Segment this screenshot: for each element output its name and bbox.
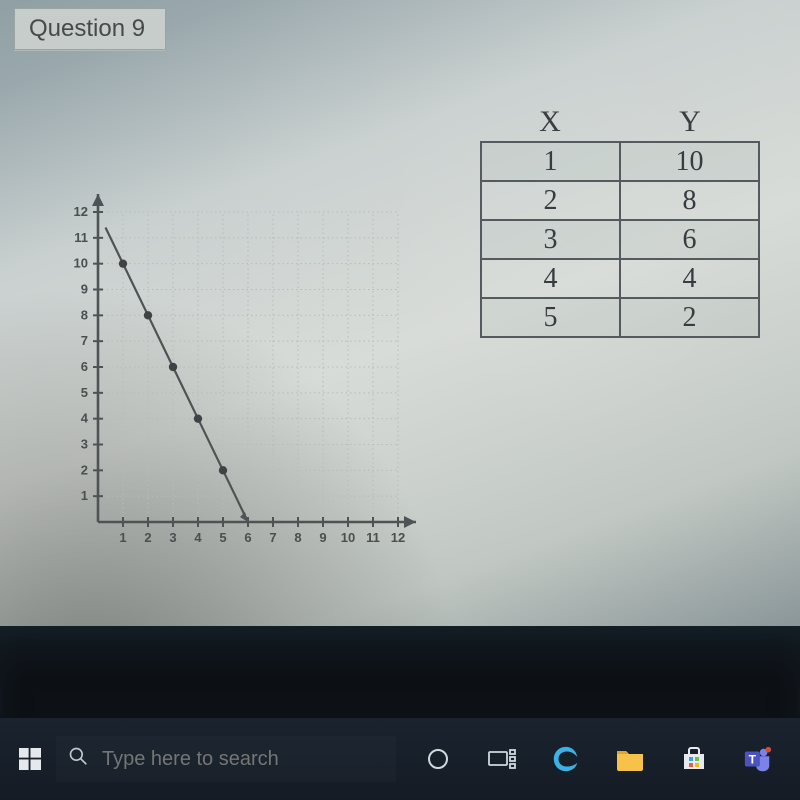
table-cell: 3 <box>482 221 621 258</box>
table-cell: 5 <box>482 299 621 336</box>
svg-text:10: 10 <box>74 256 88 271</box>
taskbar: T <box>0 718 800 800</box>
table-row: 110 <box>482 143 758 182</box>
svg-text:12: 12 <box>391 530 405 545</box>
search-input[interactable] <box>102 748 396 771</box>
folder-icon <box>615 746 645 772</box>
cortana-button[interactable] <box>406 718 470 800</box>
svg-text:12: 12 <box>74 204 88 219</box>
svg-text:T: T <box>749 753 757 767</box>
start-button[interactable] <box>8 737 52 781</box>
svg-text:11: 11 <box>366 530 380 545</box>
table-cell: 6 <box>621 221 758 258</box>
svg-text:8: 8 <box>81 307 88 322</box>
xy-line-chart: 123456789101112123456789101112 <box>50 170 440 570</box>
svg-text:2: 2 <box>81 462 88 477</box>
task-view-icon <box>487 747 517 771</box>
svg-text:10: 10 <box>341 530 355 545</box>
table-row: 36 <box>482 221 758 260</box>
svg-text:8: 8 <box>294 530 301 545</box>
edge-icon <box>551 744 581 774</box>
cortana-icon <box>426 747 450 771</box>
microsoft-store-button[interactable] <box>662 718 726 800</box>
svg-text:7: 7 <box>269 530 276 545</box>
table-row: 28 <box>482 182 758 221</box>
svg-text:9: 9 <box>319 530 326 545</box>
svg-text:6: 6 <box>244 530 251 545</box>
svg-text:11: 11 <box>74 230 88 245</box>
svg-text:4: 4 <box>81 411 89 426</box>
search-icon <box>68 746 88 772</box>
teams-button[interactable]: T <box>726 718 790 800</box>
table-cell: 8 <box>621 182 758 219</box>
svg-text:5: 5 <box>81 385 88 400</box>
table-row: 52 <box>482 299 758 338</box>
svg-text:7: 7 <box>81 333 88 348</box>
svg-text:9: 9 <box>81 282 88 297</box>
table-header-x: X <box>480 105 620 141</box>
xy-table: X Y 11028364452 <box>480 105 760 338</box>
teams-icon: T <box>743 744 773 774</box>
table-cell: 10 <box>621 143 758 180</box>
edge-button[interactable] <box>534 718 598 800</box>
store-icon <box>680 745 708 773</box>
table-cell: 2 <box>482 182 621 219</box>
table-row: 44 <box>482 260 758 299</box>
svg-text:3: 3 <box>169 530 176 545</box>
table-cell: 4 <box>482 260 621 297</box>
file-explorer-button[interactable] <box>598 718 662 800</box>
svg-text:1: 1 <box>119 530 126 545</box>
svg-text:1: 1 <box>81 488 88 503</box>
svg-text:6: 6 <box>81 359 88 374</box>
taskbar-pinned-apps: T <box>406 718 790 800</box>
table-cell: 2 <box>621 299 758 336</box>
task-view-button[interactable] <box>470 718 534 800</box>
table-cell: 1 <box>482 143 621 180</box>
svg-text:4: 4 <box>194 530 202 545</box>
table-header-y: Y <box>620 105 760 141</box>
question-label: Question 9 <box>14 8 166 50</box>
table-cell: 4 <box>621 260 758 297</box>
desktop-dark-band <box>0 626 800 721</box>
svg-text:2: 2 <box>144 530 151 545</box>
windows-icon <box>19 748 41 770</box>
taskbar-search[interactable] <box>56 736 396 782</box>
svg-text:5: 5 <box>219 530 226 545</box>
svg-text:3: 3 <box>81 437 88 452</box>
